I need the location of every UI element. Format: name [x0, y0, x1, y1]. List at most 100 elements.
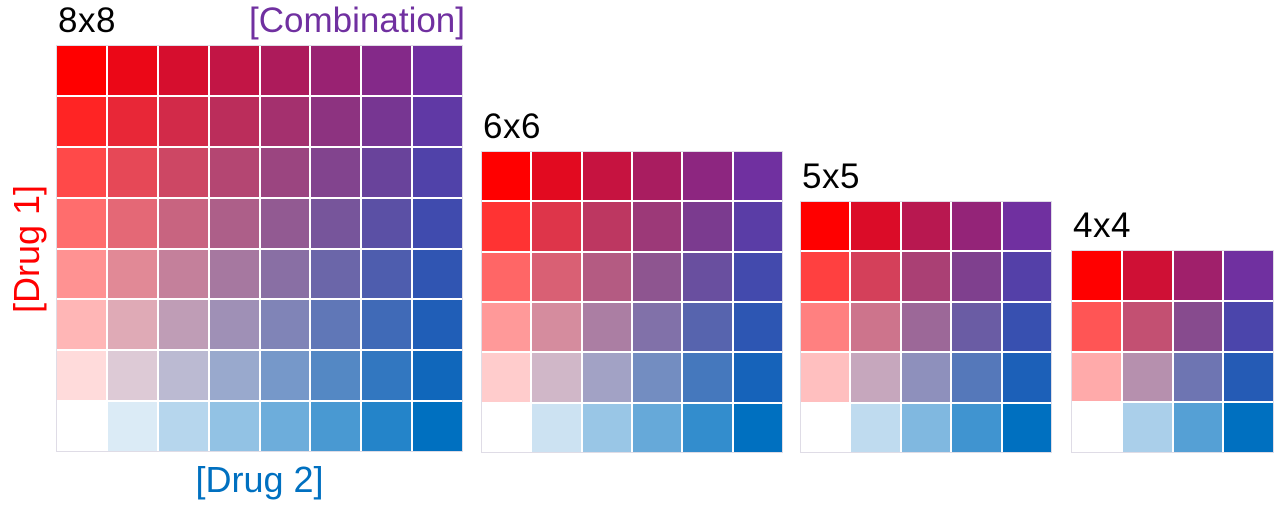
matrix-cell: [1072, 301, 1121, 351]
matrix-cell: [801, 252, 850, 301]
matrix-cell: [107, 198, 157, 248]
dose-matrix-4x4: [1071, 250, 1274, 453]
matrix-cell: [532, 353, 581, 402]
matrix-cell: [952, 202, 1001, 251]
matrix-cell: [482, 202, 531, 251]
matrix-cell: [107, 46, 157, 95]
matrix-cell: [362, 249, 412, 299]
drug2-axis-label: [Drug 2]: [195, 459, 324, 500]
matrix-cell: [311, 147, 361, 197]
matrix-cell: [158, 96, 208, 146]
matrix-cell: [632, 403, 682, 452]
matrix-cell: [582, 152, 631, 201]
matrix-cell: [582, 202, 631, 251]
matrix-cell: [733, 403, 782, 452]
matrix-cell: [733, 353, 782, 402]
matrix-cell: [209, 198, 259, 248]
matrix-cell: [209, 147, 259, 197]
matrix-cell: [1224, 251, 1273, 300]
matrix-cell: [57, 300, 106, 350]
matrix-cell: [1224, 403, 1273, 452]
matrix-cell: [532, 252, 581, 301]
matrix-cell: [482, 353, 531, 402]
matrix-cell: [158, 46, 208, 95]
matrix-cell: [733, 252, 782, 301]
matrix-cell: [260, 300, 310, 350]
grid-size-label-4x4: 4x4: [1073, 206, 1131, 245]
matrix-cell: [683, 252, 732, 301]
matrix-cell: [1122, 352, 1172, 402]
matrix-cell: [311, 402, 361, 451]
panel-6x6: 6x6: [481, 107, 783, 453]
matrix-cell: [901, 353, 951, 402]
matrix-cell: [683, 353, 732, 402]
matrix-cell: [413, 249, 462, 299]
matrix-cell: [362, 402, 412, 451]
matrix-cell: [260, 198, 310, 248]
matrix-cell: [683, 152, 732, 201]
combination-axis-label: [Combination]: [249, 1, 465, 40]
matrix-cell: [57, 198, 106, 248]
matrix-cell: [413, 402, 462, 451]
matrix-cell: [851, 403, 900, 452]
matrix-cell: [57, 147, 106, 197]
matrix-cell: [801, 202, 850, 251]
matrix-cell: [901, 302, 951, 352]
matrix-cell: [107, 147, 157, 197]
matrix-cell: [683, 302, 732, 352]
matrix-cell: [158, 402, 208, 451]
matrix-cell: [158, 351, 208, 401]
matrix-cell: [482, 252, 531, 301]
matrix-cell: [532, 202, 581, 251]
matrix-cell: [851, 353, 900, 402]
matrix-cell: [1002, 353, 1051, 402]
matrix-cell: [952, 252, 1001, 301]
matrix-cell: [632, 353, 682, 402]
matrix-cell: [482, 302, 531, 352]
matrix-cell: [952, 403, 1001, 452]
matrix-cell: [851, 252, 900, 301]
grid-size-label-8x8: 8x8: [58, 1, 116, 40]
matrix-cell: [1072, 251, 1121, 300]
matrix-cell: [901, 403, 951, 452]
matrix-cell: [1224, 301, 1273, 351]
matrix-cell: [1072, 352, 1121, 402]
dose-matrix-6x6: [481, 151, 783, 453]
matrix-cell: [952, 353, 1001, 402]
matrix-cell: [158, 198, 208, 248]
matrix-cell: [260, 147, 310, 197]
matrix-cell: [260, 96, 310, 146]
matrix-cell: [801, 403, 850, 452]
grid-size-label-5x5: 5x5: [802, 157, 860, 196]
matrix-cell: [57, 402, 106, 451]
matrix-cell: [1173, 352, 1223, 402]
matrix-cell: [582, 353, 631, 402]
matrix-cell: [901, 202, 951, 251]
matrix-cell: [362, 351, 412, 401]
grid-size-label-6x6: 6x6: [483, 107, 541, 146]
matrix-cell: [209, 46, 259, 95]
matrix-cell: [901, 252, 951, 301]
matrix-cell: [632, 252, 682, 301]
matrix-cell: [801, 302, 850, 352]
panel-4x4: 4x4: [1071, 206, 1274, 453]
panel-5x5: 5x5: [800, 157, 1052, 453]
matrix-cell: [683, 202, 732, 251]
matrix-cell: [311, 249, 361, 299]
matrix-cell: [1173, 403, 1223, 452]
matrix-cell: [209, 249, 259, 299]
matrix-cell: [851, 202, 900, 251]
matrix-cell: [260, 46, 310, 95]
matrix-cell: [851, 302, 900, 352]
matrix-cell: [1002, 403, 1051, 452]
matrix-cell: [1002, 302, 1051, 352]
matrix-cell: [582, 403, 631, 452]
matrix-cell: [209, 300, 259, 350]
matrix-cell: [260, 249, 310, 299]
matrix-cell: [582, 302, 631, 352]
matrix-cell: [57, 249, 106, 299]
panel-8x8: 8x8 [Combination] [Drug 1] [Drug 2]: [6, 1, 465, 500]
matrix-cell: [1224, 352, 1273, 402]
matrix-cell: [532, 302, 581, 352]
